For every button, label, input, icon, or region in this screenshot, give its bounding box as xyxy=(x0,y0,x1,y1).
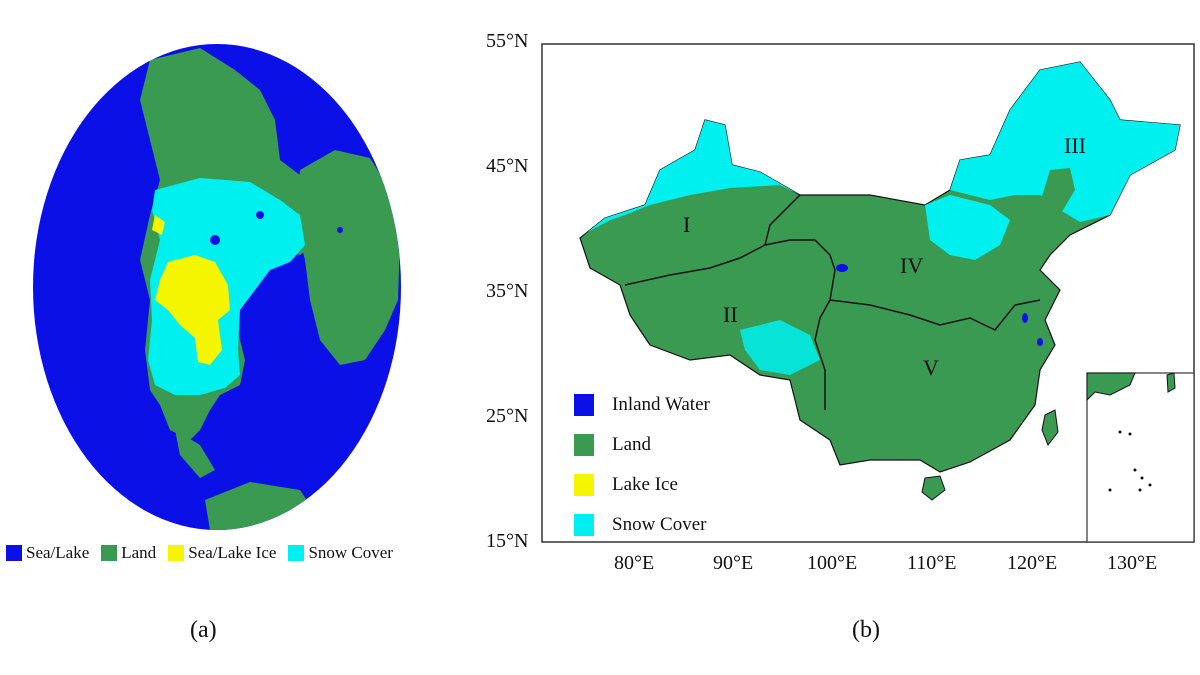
snow-cover-north-central xyxy=(925,195,1010,260)
sea-lake-ice-area xyxy=(155,255,230,365)
legend-swatch xyxy=(574,514,594,536)
boundary-line xyxy=(764,194,801,246)
panel-a-legend: Sea/Lake Land Sea/Lake Ice Snow Cover xyxy=(6,543,399,563)
china-map-graphic xyxy=(541,43,1195,543)
inset-islands xyxy=(1108,430,1152,492)
legend-item-inland-water: Inland Water xyxy=(574,385,710,425)
region-label-iii: III xyxy=(1064,133,1086,158)
legend-swatch xyxy=(574,434,594,456)
lon-tick-label: 90°E xyxy=(713,552,754,574)
inland-water-speck xyxy=(836,264,848,272)
lon-tick-label: 110°E xyxy=(907,552,957,574)
lon-tick-label: 120°E xyxy=(1007,552,1058,574)
legend-label: Land xyxy=(121,543,157,562)
region-label-iv: IV xyxy=(900,253,924,278)
legend-item-lake-ice: Lake Ice xyxy=(574,465,710,505)
land-strip-northeast xyxy=(1038,168,1075,225)
legend-swatch xyxy=(168,545,185,561)
inset-land-small xyxy=(1166,372,1176,393)
legend-label: Sea/Lake Ice xyxy=(188,543,277,562)
panel-a-caption: (a) xyxy=(190,617,217,643)
legend-item-land: Land xyxy=(101,543,156,563)
legend-swatch xyxy=(288,545,305,561)
legend-item-sea-lake-ice: Sea/Lake Ice xyxy=(168,543,276,563)
legend-swatch xyxy=(574,474,594,496)
region-boundaries xyxy=(624,194,1041,410)
legend-label: Inland Water xyxy=(612,394,710,415)
sea-lake-ice-patch-small xyxy=(152,215,165,235)
lat-tick-label: 15°N xyxy=(486,530,529,552)
lat-tick-label: 25°N xyxy=(486,405,529,427)
legend-swatch xyxy=(574,394,594,416)
lake-speck xyxy=(256,211,264,219)
lon-tick-label: 130°E xyxy=(1107,552,1158,574)
inland-water-speck xyxy=(1022,313,1028,323)
land-area-eurasia xyxy=(295,150,400,365)
inset-frame xyxy=(1086,372,1195,543)
legend-item-snow-cover: Snow Cover xyxy=(574,505,710,545)
boundary-line xyxy=(624,239,836,410)
lon-tick-label: 80°E xyxy=(614,552,655,574)
panel-b-caption: (b) xyxy=(852,617,880,643)
legend-item-snow-cover: Snow Cover xyxy=(288,543,393,563)
panel-a-hemisphere-map: Sea/Lake Land Sea/Lake Ice Snow Cover (a… xyxy=(0,0,420,675)
lake-speck xyxy=(210,235,220,245)
legend-label: Lake Ice xyxy=(612,474,678,495)
snow-cover-plateau xyxy=(740,320,820,375)
panel-b-china-map: 55°N 45°N 35°N 25°N 15°N 80°E 90°E 100°E… xyxy=(470,0,1200,675)
inset-land xyxy=(1086,372,1136,402)
legend-label: Sea/Lake xyxy=(26,543,90,562)
lon-tick-label: 100°E xyxy=(807,552,858,574)
legend-item-sea-lake: Sea/Lake xyxy=(6,543,89,563)
lake-speck xyxy=(337,227,343,233)
region-label-ii: II xyxy=(723,302,738,327)
legend-label: Land xyxy=(612,434,652,455)
region-label-i: I xyxy=(683,212,691,237)
region-label-v: V xyxy=(923,355,939,380)
legend-label: Snow Cover xyxy=(308,543,393,562)
lat-tick-label: 55°N xyxy=(486,30,529,52)
land-area-central-america xyxy=(175,430,215,478)
boundary-line xyxy=(829,299,1041,331)
lat-tick-label: 35°N xyxy=(486,280,529,302)
legend-item-land: Land xyxy=(574,425,710,465)
land-area-hainan xyxy=(921,475,946,501)
land-area-taiwan xyxy=(1041,409,1059,447)
lat-tick-label: 45°N xyxy=(486,155,529,177)
hemisphere-map-graphic xyxy=(33,44,401,530)
snow-cover-northwest xyxy=(580,120,800,238)
snow-cover-northeast xyxy=(950,62,1180,222)
legend-swatch xyxy=(6,545,22,561)
inland-water-speck xyxy=(1037,338,1043,346)
legend-label: Snow Cover xyxy=(612,514,707,535)
legend-swatch xyxy=(101,545,118,561)
panel-b-legend: Inland Water Land Lake Ice Snow Cover xyxy=(574,385,710,545)
